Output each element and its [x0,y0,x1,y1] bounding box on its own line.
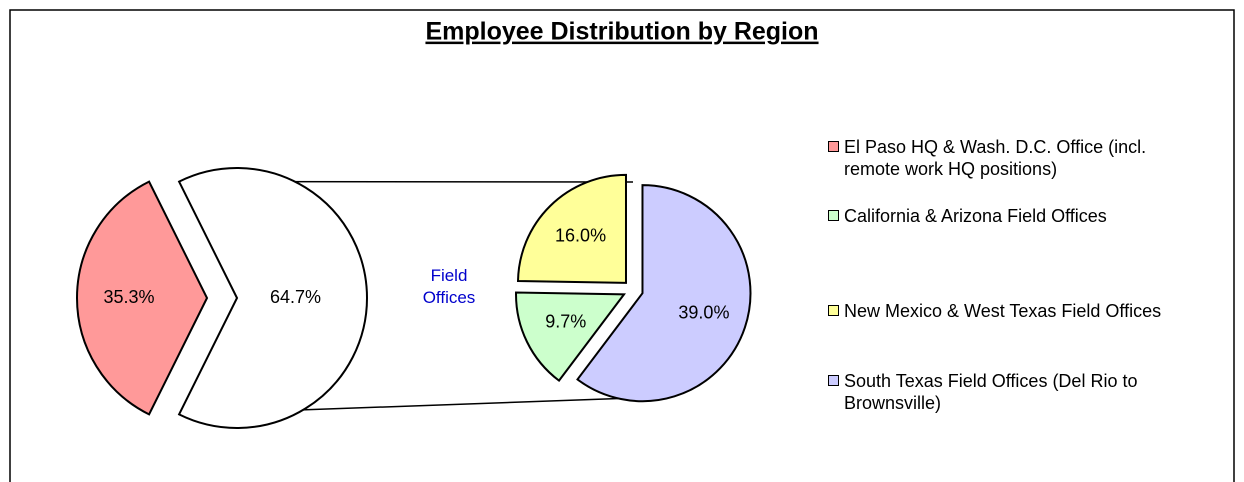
pie-slice [515,291,626,383]
legend-entry: New Mexico & West Texas Field Offices [816,300,1196,322]
legend-label: El Paso HQ & Wash. D.C. Office (incl. re… [844,137,1147,179]
legend-swatch [828,305,839,316]
legend-swatch [828,210,839,221]
pie-slice [76,180,209,416]
other-label: Field Offices [422,266,476,307]
chart-border [9,9,1235,482]
data-label: 9.7% [545,312,586,332]
legend-label: New Mexico & West Texas Field Offices [844,301,1162,321]
legend-entry: South Texas Field Offices (Del Rio to Br… [816,370,1196,414]
pie-slice [516,173,627,284]
data-label: 16.0% [555,225,606,245]
legend-swatch [828,141,839,152]
legend-entry: California & Arizona Field Offices [816,205,1196,227]
legend-label: South Texas Field Offices (Del Rio to Br… [844,371,1138,413]
data-label: 35.3% [103,287,154,307]
legend-entry: El Paso HQ & Wash. D.C. Office (incl. re… [816,136,1196,180]
chart-title: Employee Distribution by Region [425,18,818,46]
legend-swatch [828,375,839,386]
pie-slice [576,184,752,403]
pie-slice [177,167,368,429]
data-label: 64.7% [270,287,321,307]
legend-label: California & Arizona Field Offices [844,206,1107,226]
data-label: 39.0% [678,302,729,322]
